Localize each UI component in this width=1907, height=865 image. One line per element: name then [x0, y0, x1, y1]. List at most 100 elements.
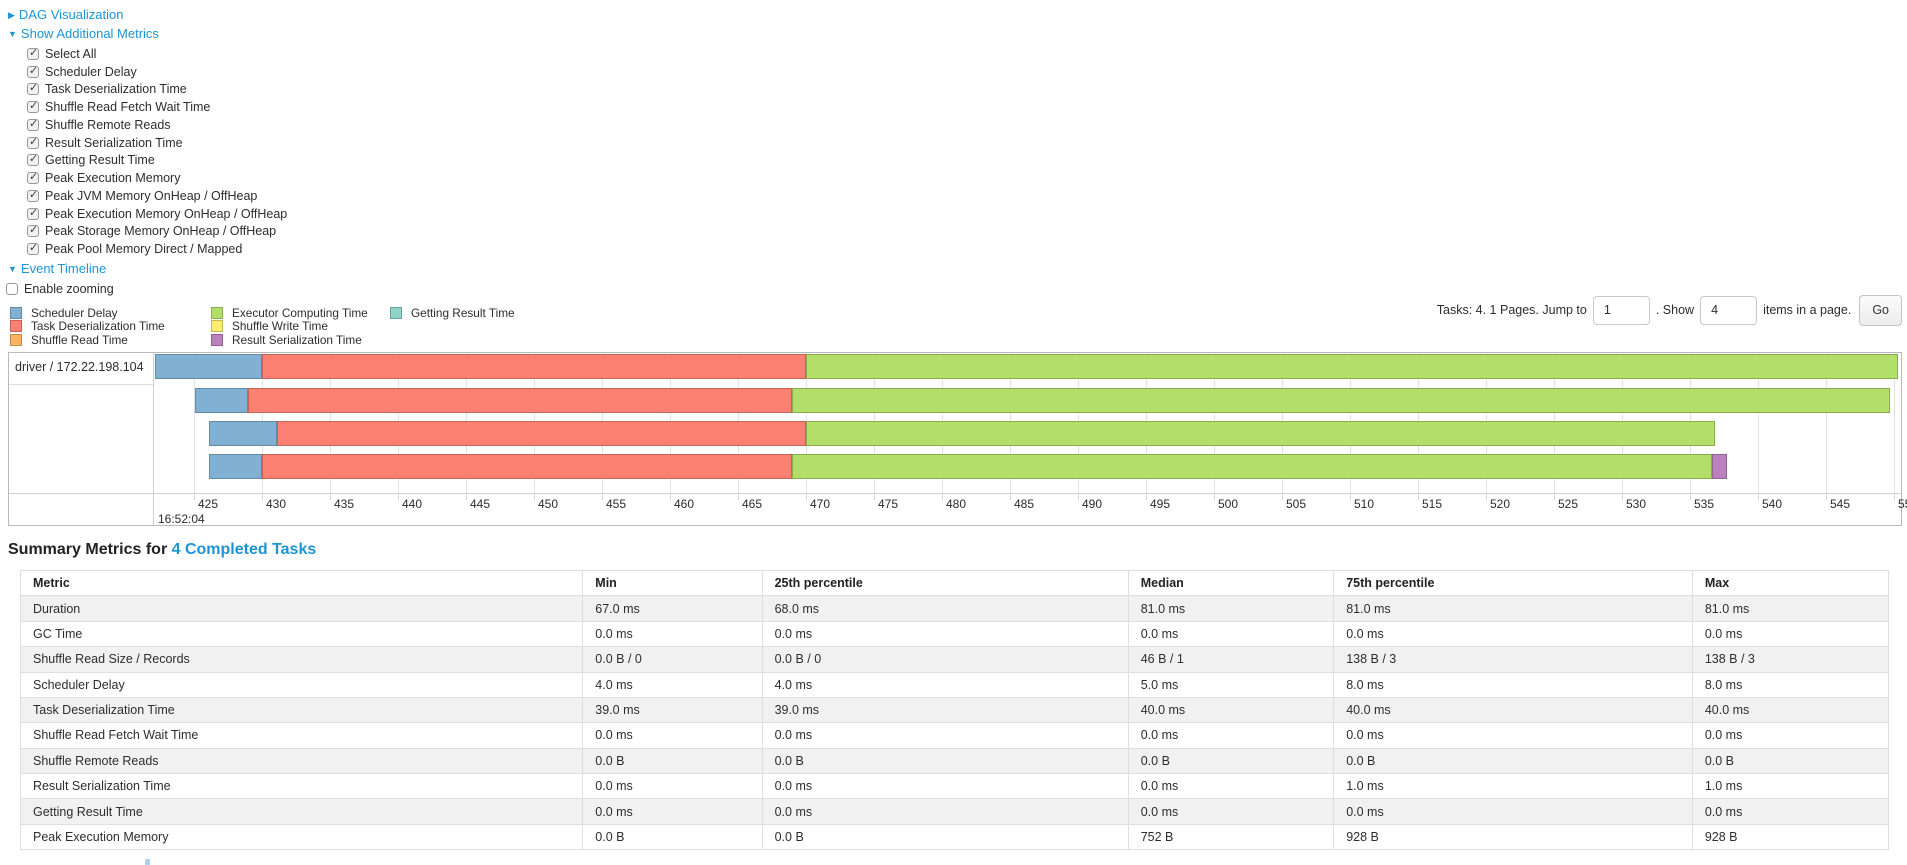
task-bar-segment-task_deserialization[interactable] [262, 454, 793, 479]
tick-mark [1690, 494, 1691, 500]
check-icon: ✓ [29, 188, 39, 201]
task-bar-segment-scheduler_delay[interactable] [154, 354, 262, 379]
check-icon: ✓ [29, 64, 39, 77]
enable-zooming-checkbox[interactable] [6, 282, 18, 295]
metric-checkbox-row: ✓ Select All [27, 45, 287, 63]
metric-checkbox[interactable]: ✓ [27, 207, 39, 220]
metric-name-cell: Scheduler Delay [19, 671, 584, 698]
metric-value-cell: 39.0 ms [761, 696, 1129, 724]
legend-item: Shuffle Read Time [10, 333, 211, 347]
tick-label: 425 [198, 497, 219, 511]
task-bar-segment-executor_computing[interactable] [792, 454, 1712, 479]
tick-label: 485 [1014, 497, 1035, 511]
task-bar-segment-scheduler_delay[interactable] [195, 388, 249, 413]
metric-checkbox-label: Peak Execution Memory OnHeap / OffHeap [45, 206, 288, 221]
metric-checkbox[interactable]: ✓ [27, 82, 39, 96]
legend-label: Scheduler Delay [31, 305, 118, 320]
tick-label: 490 [1082, 497, 1103, 511]
task-bar-segment-executor_computing[interactable] [806, 354, 1899, 379]
metric-name-cell: Shuffle Remote Reads [19, 747, 584, 775]
metric-checkbox[interactable]: ✓ [27, 135, 39, 149]
metric-checkbox-row: ✓ Result Serialization Time [27, 134, 287, 152]
task-bar-segment-result_serialization[interactable] [1711, 454, 1727, 479]
metric-value-cell: 4.0 ms [761, 671, 1129, 698]
task-bar-segment-task_deserialization[interactable] [277, 421, 806, 446]
task-bar-segment-task_deserialization[interactable] [262, 354, 806, 379]
metric-name-cell: Getting Result Time [19, 798, 584, 825]
legend-item: Result Serialization Time [211, 333, 390, 347]
legend-item: Getting Result Time [390, 306, 515, 320]
legend-label: Result Serialization Time [232, 332, 362, 347]
metric-name-cell: Result Serialization Time [19, 772, 584, 800]
check-icon: ✓ [29, 224, 39, 237]
metric-checkbox-row: ✓ Peak Pool Memory Direct / Mapped [27, 240, 287, 258]
metric-value-cell: 752 B [1127, 823, 1335, 851]
tick-label: 540 [1762, 497, 1783, 511]
metric-value-cell: 928 B [1333, 823, 1693, 851]
legend-item: Shuffle Write Time [211, 319, 390, 334]
metric-value-cell: 1.0 ms [1691, 772, 1890, 800]
legend-swatch-shuffle_write [211, 320, 223, 333]
tick-mark [1418, 494, 1419, 500]
axis-major-label: 16:52:04 [158, 511, 205, 526]
task-bar-segment-scheduler_delay[interactable] [209, 421, 277, 446]
metric-value-cell: 0.0 ms [582, 620, 763, 648]
summary-table-row: Getting Result Time 0.0 ms 0.0 ms 0.0 ms 0.0… [19, 798, 1890, 825]
metric-value-cell: 0.0 B [761, 823, 1129, 851]
show-additional-metrics-toggle[interactable]: ▼ Show Additional Metrics [8, 26, 159, 41]
check-icon: ✓ [29, 135, 39, 148]
metric-value-cell: 0.0 ms [1691, 798, 1890, 825]
tick-label: 430 [266, 497, 287, 511]
metric-value-cell: 81.0 ms [1333, 595, 1693, 622]
metric-checkbox[interactable]: ✓ [27, 100, 39, 114]
summary-table-row: Peak Execution Memory 0.0 B 0.0 B 752 B 928 … [19, 823, 1890, 851]
metric-value-cell: 81.0 ms [1127, 595, 1335, 622]
metric-value-cell: 40.0 ms [1691, 696, 1890, 724]
task-bar-segment-executor_computing[interactable] [792, 388, 1890, 413]
dag-visualization-toggle[interactable]: ▶ DAG Visualization [8, 7, 123, 22]
metric-value-cell: 46 B / 1 [1127, 646, 1335, 673]
items-per-page-input[interactable] [1700, 295, 1758, 325]
gridline [194, 353, 195, 493]
metric-checkbox-row: ✓ Peak Storage Memory OnHeap / OffHeap [27, 223, 287, 241]
event-timeline-toggle[interactable]: ▼ Event Timeline [8, 261, 106, 276]
legend-swatch-task_deserialization [10, 320, 22, 333]
metric-checkbox[interactable]: ✓ [27, 242, 39, 256]
check-icon: ✓ [29, 242, 39, 255]
metric-checkbox[interactable]: ✓ [27, 118, 39, 131]
tick-label: 495 [1150, 497, 1171, 511]
summary-metrics-table: Metric Min 25th percentile Median 75th perce… [19, 569, 1890, 851]
metric-checkbox[interactable]: ✓ [27, 171, 39, 185]
metric-value-cell: 5.0 ms [1127, 671, 1335, 698]
metric-checkbox[interactable]: ✓ [27, 47, 39, 60]
metric-value-cell: 4.0 ms [582, 671, 763, 698]
task-bar-segment-task_deserialization[interactable] [248, 388, 793, 413]
metric-name-cell: Shuffle Read Fetch Wait Time [19, 722, 584, 749]
tick-label: 550 [1898, 497, 1907, 511]
metric-checkbox[interactable]: ✓ [27, 64, 39, 78]
go-button[interactable]: Go [1859, 294, 1902, 326]
summary-title-prefix: Summary Metrics for [8, 541, 172, 558]
summary-table-row: Shuffle Remote Reads 0.0 B 0.0 B 0.0 B 0.0 B… [19, 747, 1890, 775]
metric-value-cell: 928 B [1691, 823, 1890, 851]
metric-checkbox[interactable]: ✓ [27, 188, 39, 202]
metric-value-cell: 67.0 ms [582, 595, 763, 622]
metric-checkbox-row: ✓ Peak JVM Memory OnHeap / OffHeap [27, 187, 287, 205]
metric-checkbox[interactable]: ✓ [27, 153, 39, 167]
completed-tasks-link[interactable]: 4 Completed Tasks [171, 541, 317, 558]
jump-to-page-input[interactable] [1592, 295, 1650, 325]
task-bar-segment-executor_computing[interactable] [806, 421, 1715, 446]
metric-checkbox[interactable]: ✓ [27, 224, 39, 238]
tick-label: 525 [1558, 497, 1579, 511]
metric-value-cell: 0.0 ms [1691, 620, 1890, 648]
tasks-count-text: Tasks: 4. 1 Pages. Jump to [1436, 303, 1587, 317]
legend-label: Shuffle Write Time [232, 319, 328, 334]
summary-table-row: Result Serialization Time 0.0 ms 0.0 ms 0.0… [19, 772, 1890, 800]
task-bar-segment-scheduler_delay[interactable] [209, 454, 262, 479]
legend-swatch-result_serialization [211, 333, 223, 346]
metric-checkbox-label: Task Deserialization Time [45, 82, 187, 97]
legend-label: Task Deserialization Time [31, 319, 165, 334]
timeline-x-axis: 425 430 435 440 445 450 455 460 465 470 475 480 485 4… [9, 493, 1907, 526]
metric-checkbox-row: ✓ Peak Execution Memory OnHeap / OffHeap [27, 205, 287, 223]
legend-label: Getting Result Time [411, 305, 515, 320]
